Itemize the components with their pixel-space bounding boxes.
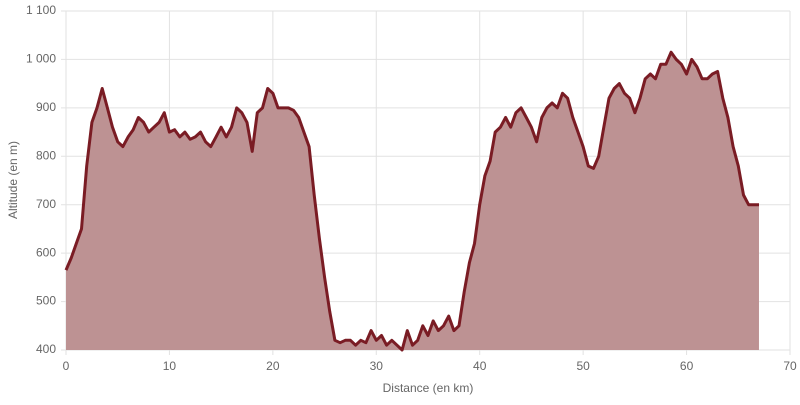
y-tick-label: 800 bbox=[36, 148, 56, 162]
x-tick-label: 30 bbox=[370, 359, 384, 373]
y-tick-label: 600 bbox=[36, 245, 56, 259]
x-tick-label: 40 bbox=[473, 359, 487, 373]
y-tick-label: 900 bbox=[36, 100, 56, 114]
y-tick-label: 1 100 bbox=[26, 3, 56, 17]
x-tick-label: 20 bbox=[266, 359, 280, 373]
area bbox=[66, 52, 759, 350]
x-tick-label: 50 bbox=[576, 359, 590, 373]
x-tick-label: 10 bbox=[163, 359, 177, 373]
y-tick-label: 500 bbox=[36, 294, 56, 308]
y-tick-label: 400 bbox=[36, 342, 56, 356]
y-axis-title: Altitude (en m) bbox=[6, 141, 20, 219]
x-tick-label: 0 bbox=[63, 359, 70, 373]
x-axis-title: Distance (en km) bbox=[383, 381, 474, 395]
x-tick-label: 70 bbox=[783, 359, 797, 373]
y-tick-label: 700 bbox=[36, 197, 56, 211]
x-tick-label: 60 bbox=[680, 359, 694, 373]
y-tick-label: 1 000 bbox=[26, 52, 56, 66]
line bbox=[64, 50, 759, 352]
